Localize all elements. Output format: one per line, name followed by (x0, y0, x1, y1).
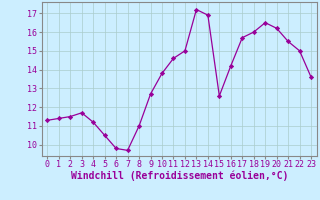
X-axis label: Windchill (Refroidissement éolien,°C): Windchill (Refroidissement éolien,°C) (70, 171, 288, 181)
